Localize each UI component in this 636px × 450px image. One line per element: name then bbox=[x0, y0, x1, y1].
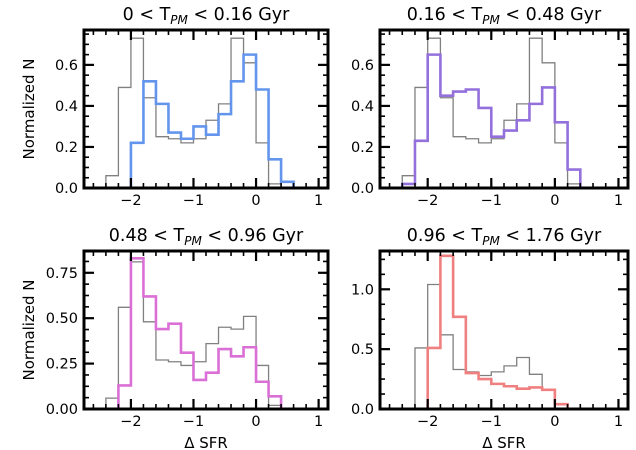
y-tick-label: 0.4 bbox=[55, 99, 78, 115]
x-axis-label: Δ SFR bbox=[184, 434, 228, 450]
x-tick-label: 0 bbox=[251, 414, 260, 430]
histogram-series-1 bbox=[105, 37, 319, 189]
panel-title: 0 < TPM < 0.16 Gyr bbox=[123, 5, 290, 27]
y-tick-label: 0.0 bbox=[351, 181, 374, 197]
x-tick-label: 1 bbox=[614, 193, 623, 209]
x-tick-label: 1 bbox=[314, 414, 323, 430]
y-tick-label: 0.4 bbox=[351, 99, 374, 115]
y-tick-label: 0.6 bbox=[351, 58, 374, 74]
y-tick-label: 0.0 bbox=[351, 402, 374, 418]
panel-4: −2 −1 0 1 0.0 0.5 1.0 0.96 < TPM < 1.76 Gyr Δ SF… bbox=[351, 226, 630, 450]
x-tick-label: 0 bbox=[550, 414, 559, 430]
axes-frame bbox=[378, 28, 630, 190]
x-tick-label: −2 bbox=[417, 193, 438, 209]
histogram-series-2 bbox=[105, 256, 319, 411]
panel-2: −2 −1 0 1 0.0 0.2 0.4 0.6 0.16 < TPM < 0.48 Gyr bbox=[351, 5, 630, 209]
x-axis-label: Δ SFR bbox=[482, 434, 526, 450]
y-tick-label: 0.2 bbox=[351, 140, 374, 156]
histogram-series-1 bbox=[105, 261, 319, 410]
y-tick-label: 0.25 bbox=[46, 357, 78, 373]
panel-title: 0.96 < TPM < 1.76 Gyr bbox=[407, 226, 602, 248]
y-tick-label: 0.5 bbox=[351, 342, 374, 358]
x-tick-label: −2 bbox=[120, 414, 141, 430]
axes-frame bbox=[378, 249, 630, 411]
y-tick-label: 0.2 bbox=[55, 140, 78, 156]
histogram-series-2 bbox=[400, 53, 619, 190]
x-tick-label: 1 bbox=[614, 414, 623, 430]
y-tick-label: 0.6 bbox=[55, 58, 78, 74]
panel-3: −2 −1 0 1 0.00 0.25 0.50 0.75 0.48 < TPM < 0.96 … bbox=[20, 226, 330, 450]
x-tick-label: 1 bbox=[314, 193, 323, 209]
x-tick-label: −2 bbox=[417, 414, 438, 430]
x-tick-label: −1 bbox=[183, 193, 204, 209]
x-tick-label: −2 bbox=[120, 193, 141, 209]
histogram-series-2 bbox=[105, 53, 319, 190]
x-tick-label: 0 bbox=[251, 193, 260, 209]
panel-title: 0.48 < TPM < 0.96 Gyr bbox=[109, 226, 304, 248]
axes-frame bbox=[82, 249, 330, 411]
y-tick-label: 0.0 bbox=[55, 181, 78, 197]
histogram-series-1 bbox=[401, 37, 619, 189]
panel-1: −2 −1 0 1 0.0 0.2 0.4 0.6 0 < TPM < 0.16 Gyr Norm… bbox=[20, 5, 330, 209]
x-tick-label: −1 bbox=[481, 193, 502, 209]
histogram-series-2 bbox=[402, 254, 619, 411]
x-tick-label: −1 bbox=[481, 414, 502, 430]
y-tick-label: 1.0 bbox=[351, 282, 374, 298]
x-tick-label: 0 bbox=[550, 193, 559, 209]
y-axis-label: Normalized N bbox=[20, 279, 38, 380]
y-axis-label: Normalized N bbox=[20, 58, 38, 159]
x-tick-label: −1 bbox=[183, 414, 204, 430]
y-tick-label: 0.00 bbox=[46, 402, 78, 418]
panel-title: 0.16 < TPM < 0.48 Gyr bbox=[407, 5, 602, 27]
axes-frame bbox=[82, 28, 330, 190]
y-tick-label: 0.50 bbox=[46, 311, 78, 327]
y-tick-label: 0.75 bbox=[46, 266, 78, 282]
